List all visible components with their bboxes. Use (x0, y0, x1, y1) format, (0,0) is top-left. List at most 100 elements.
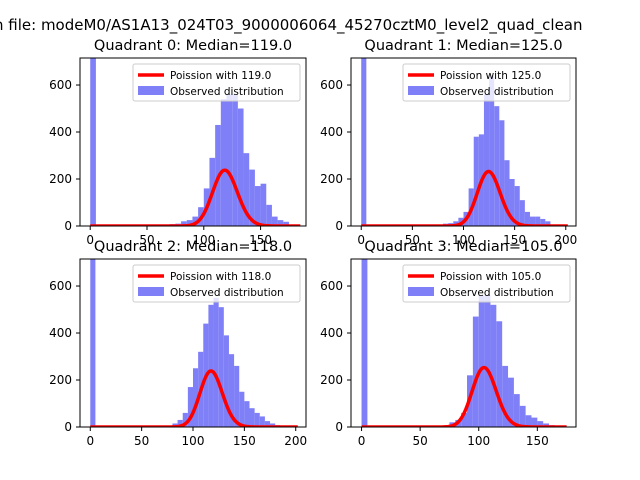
y-tick-label: 600 (49, 78, 72, 92)
hist-bar (509, 179, 515, 226)
legend-label: Observed distribution (440, 287, 554, 299)
x-tick-label: 50 (134, 434, 149, 448)
legend-bar-swatch (138, 86, 164, 95)
hist-bar (543, 423, 550, 427)
hist-bar (228, 354, 235, 427)
quadrant-2-title: Quadrant 2: Median=118.0 (94, 239, 292, 255)
legend-bar-swatch (138, 287, 164, 296)
legend-frame (402, 63, 571, 102)
legend-frame (132, 63, 301, 102)
y-tick-label: 600 (320, 78, 343, 92)
legend-label: Poission with 118.0 (170, 271, 271, 283)
legend-label: Observed distribution (440, 86, 554, 98)
x-tick-label: 0 (86, 233, 94, 247)
hist-bar (90, 58, 96, 226)
hist-bar (478, 295, 485, 427)
hist-bar (499, 120, 505, 226)
hist-bar (259, 416, 265, 427)
legend: Poission with 119.0 Observed distribution (132, 63, 301, 102)
legend-frame (402, 264, 571, 303)
hist-bar (226, 94, 233, 226)
quadrant-1-plot-area (360, 58, 569, 226)
hist-bar (537, 421, 544, 427)
hist-bar (244, 401, 250, 427)
hist-bar (494, 106, 500, 226)
hist-bar (361, 259, 368, 427)
x-tick-label: 50 (139, 233, 154, 247)
y-tick-label: 400 (320, 326, 343, 340)
hist-bar (484, 295, 491, 427)
x-tick-label: 100 (182, 434, 205, 448)
x-tick-label: 100 (452, 233, 475, 247)
legend: Poission with 118.0 Observed distribution (132, 264, 301, 303)
y-tick-label: 0 (335, 420, 343, 434)
hist-bar (181, 221, 187, 226)
hist-bar (271, 216, 278, 226)
quadrant-1-title: Quadrant 1: Median=125.0 (364, 38, 562, 54)
hist-bar (519, 405, 526, 427)
hist-bar (237, 108, 244, 226)
hist-bar (535, 216, 541, 226)
x-tick-label: 0 (358, 434, 366, 448)
x-tick-label: 200 (284, 434, 307, 448)
hist-bar (540, 218, 546, 226)
y-tick-label: 0 (335, 219, 343, 233)
legend-frame (132, 264, 301, 303)
hist-bar (514, 186, 520, 226)
hist-bar (513, 394, 520, 427)
y-tick-label: 0 (64, 420, 72, 434)
hist-bar (213, 297, 219, 427)
hist-bar (483, 94, 490, 226)
y-tick-label: 400 (49, 125, 72, 139)
x-tick-label: 100 (467, 434, 490, 448)
hist-bar (490, 304, 497, 427)
hist-bar (270, 423, 276, 427)
legend-bar-swatch (408, 86, 434, 95)
y-tick-label: 200 (49, 172, 72, 186)
hist-bar (208, 304, 214, 427)
quadrant-0-panel: 0 50 100 150 0 200 400 600 Quadrant 0: Median=11… (49, 38, 307, 247)
hist-bar (502, 365, 509, 427)
quadrant-3-title: Quadrant 3: Median=105.0 (364, 239, 562, 255)
x-tick-label: 150 (233, 434, 256, 448)
hist-bar (220, 99, 227, 226)
hist-bar (508, 377, 514, 427)
y-tick-label: 400 (49, 326, 72, 340)
hist-bar (529, 216, 536, 226)
figure-suptitle: n file: modeM0/AS1A13_024T03_9000006064_… (0, 16, 583, 35)
hist-bar (249, 169, 255, 226)
x-tick-label: 50 (413, 434, 428, 448)
hist-bar (243, 153, 250, 226)
hist-bar (182, 412, 188, 427)
hist-bar (177, 419, 183, 427)
y-tick-label: 400 (320, 125, 343, 139)
legend-label: Poission with 119.0 (170, 70, 271, 82)
hist-bar (277, 220, 284, 226)
hist-bar (254, 186, 261, 226)
hist-bar (90, 259, 96, 427)
axes-frame (350, 258, 577, 428)
panels-group: 0 50 100 150 0 200 400 600 Quadrant 0: Median=11… (49, 38, 577, 448)
x-tick-label: 150 (503, 233, 526, 247)
y-tick-label: 600 (49, 279, 72, 293)
hist-bar (223, 335, 229, 427)
quadrant-2-panel: 0 50 100 150 200 0 200 400 600 Quadrant 2: Median… (49, 239, 307, 448)
hist-bar (266, 204, 272, 226)
legend-label: Poission with 125.0 (440, 70, 541, 82)
hist-bar (283, 221, 289, 226)
hist-bar (472, 316, 479, 427)
x-tick-label: 150 (526, 434, 549, 448)
hist-bar (489, 75, 495, 226)
y-tick-label: 0 (64, 219, 72, 233)
legend-bar-swatch (408, 287, 434, 296)
legend: Poission with 125.0 Observed distribution (402, 63, 571, 102)
hist-bar (473, 136, 479, 226)
x-tick-label: 0 (357, 233, 365, 247)
legend-label: Poission with 105.0 (440, 271, 541, 283)
legend-label: Observed distribution (170, 287, 284, 299)
hist-bar (187, 387, 193, 427)
hist-bar (249, 408, 255, 427)
y-tick-label: 200 (320, 172, 343, 186)
y-tick-label: 200 (49, 373, 72, 387)
